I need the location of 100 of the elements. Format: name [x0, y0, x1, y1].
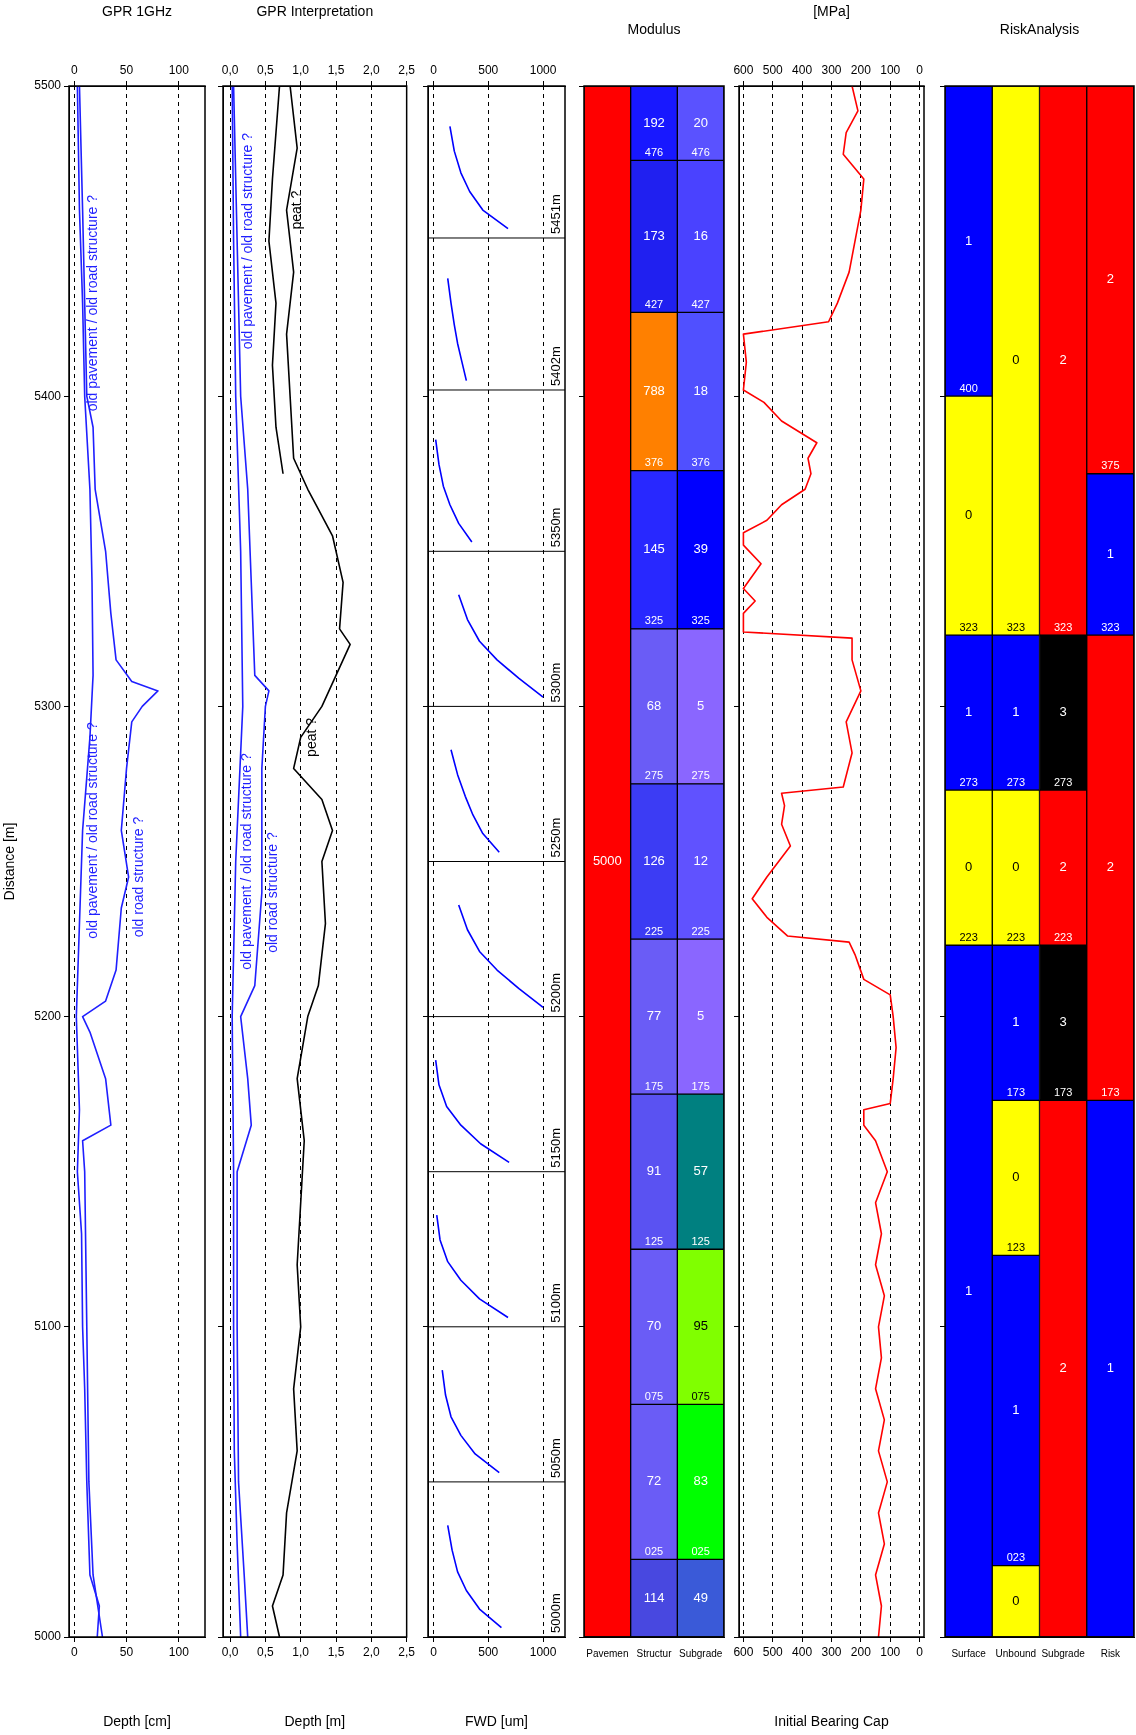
- annotation: 1: [965, 232, 973, 248]
- annotation: 223: [1053, 930, 1073, 943]
- ref-line-label: 5200m: [547, 972, 563, 1013]
- x-tick-label: 0: [916, 1644, 924, 1659]
- annotation: 788: [643, 383, 665, 399]
- x-tick-label: 200: [850, 1644, 872, 1659]
- x-tick-label: 1,0: [292, 1644, 310, 1659]
- annotation: 275: [644, 769, 664, 782]
- annotation: 5000: [592, 853, 622, 869]
- annotation: 223: [959, 930, 978, 943]
- annotation: 5: [697, 697, 705, 713]
- annotation: 3: [1059, 704, 1067, 720]
- x-tick-label: 0,0: [221, 1644, 239, 1659]
- annotation: 83: [693, 1473, 708, 1489]
- annotation: 173: [643, 228, 665, 244]
- x2-tick-label: 200: [850, 63, 872, 78]
- ref-line-label: 5050m: [547, 1438, 563, 1478]
- annotation: 20: [693, 114, 708, 130]
- x-tick-label: 1,5: [327, 1644, 345, 1659]
- annotation: 72: [646, 1473, 662, 1489]
- annotation: 325: [691, 614, 710, 627]
- x-tick-label: 2,0: [363, 1644, 380, 1659]
- annotation: 273: [1053, 775, 1073, 788]
- annotation: 323: [959, 620, 978, 633]
- annotation: 125: [644, 1234, 664, 1247]
- annotation: 1: [1106, 1360, 1114, 1376]
- annotation: 023: [1006, 1551, 1026, 1564]
- ref-line-label: 5150m: [547, 1127, 563, 1168]
- x2-tick-label: 0,5: [257, 63, 275, 78]
- x-tick-label: 500: [478, 1644, 499, 1659]
- ref-line-label: 5100m: [547, 1283, 563, 1323]
- annotation: 025: [644, 1544, 664, 1557]
- x-tick-label: 1000: [529, 1644, 557, 1659]
- annotation: 476: [644, 145, 664, 158]
- annotation: 18: [693, 383, 708, 399]
- annotation: 1: [1012, 1014, 1020, 1030]
- annotation: 173: [1053, 1085, 1073, 1098]
- annotation: 323: [1053, 620, 1073, 633]
- annotation: 273: [1006, 775, 1026, 788]
- annotation: 476: [691, 145, 710, 158]
- annotation: 114: [643, 1589, 665, 1605]
- x-tick-label: 500: [762, 1644, 784, 1659]
- x-axis-title: Depth [cm]: [103, 1713, 171, 1730]
- chart-title: RiskAnalysis: [999, 20, 1080, 37]
- annotation: old road structure ?: [263, 832, 280, 953]
- x-tick-label: Surface: [951, 1647, 987, 1659]
- ref-line-label: 5300m: [547, 662, 563, 703]
- y-tick-label: 5200: [34, 1008, 62, 1023]
- x-tick-label: Unbound: [995, 1647, 1037, 1659]
- annotation: 0: [965, 859, 973, 875]
- x2-axis-title: [MPa]: [813, 3, 850, 20]
- annotation: 2: [1106, 859, 1114, 875]
- annotation: 126: [643, 853, 665, 869]
- x2-tick-label: 0,0: [221, 63, 239, 78]
- annotation: old pavement / old road structure ?: [237, 753, 254, 970]
- x2-tick-label: 400: [792, 63, 813, 78]
- annotation: 400: [959, 381, 978, 394]
- annotation: 0: [1012, 352, 1020, 368]
- annotation: 49: [693, 1589, 708, 1605]
- annotation: 025: [691, 1544, 710, 1557]
- annotation: 70: [646, 1318, 662, 1334]
- annotation: 427: [691, 297, 710, 310]
- x-tick-label: 100: [880, 1644, 901, 1659]
- annotation: 12: [693, 853, 708, 869]
- annotation: 57: [693, 1163, 708, 1179]
- annotation: 075: [691, 1389, 710, 1402]
- x-tick-label: Subgrade: [678, 1647, 723, 1659]
- x2-axis-title: GPR Interpretation: [256, 3, 374, 20]
- annotation: 0: [1012, 1592, 1020, 1608]
- x-tick-label: 300: [821, 1644, 842, 1659]
- annotation: 5: [697, 1008, 705, 1024]
- x2-tick-label: 0: [430, 63, 438, 78]
- y-tick-label: 5000: [34, 1629, 62, 1644]
- annotation: 0: [1012, 859, 1020, 875]
- x-tick-label: 2,5: [398, 1644, 416, 1659]
- x2-tick-label: 1,0: [292, 63, 310, 78]
- x-tick-label: 600: [733, 1644, 754, 1659]
- annotation: 0: [965, 507, 973, 523]
- annotation: 91: [646, 1163, 662, 1179]
- x2-tick-label: 500: [478, 63, 499, 78]
- annotation: 2: [1059, 859, 1067, 875]
- x-axis-title: Initial Bearing Cap: [774, 1713, 889, 1730]
- annotation: 173: [1101, 1085, 1120, 1098]
- x-tick-label: Structur: [636, 1647, 673, 1659]
- annotation: 273: [959, 775, 978, 788]
- annotation: old pavement / old road structure ?: [84, 194, 101, 412]
- annotation: 39: [693, 541, 708, 557]
- x-tick-label: 100: [168, 1644, 190, 1659]
- x2-tick-label: 1,5: [327, 63, 345, 78]
- annotation: 325: [644, 614, 664, 627]
- annotation: old road structure ?: [130, 816, 147, 938]
- x-tick-label: 0: [430, 1644, 438, 1659]
- chart-title: Modulus: [627, 20, 681, 37]
- x2-tick-label: 2,0: [363, 63, 380, 78]
- y-tick-label: 5500: [34, 78, 62, 93]
- y-tick-label: 5100: [34, 1319, 62, 1334]
- annotation: 1: [1106, 545, 1114, 561]
- ref-line-label: 5402m: [547, 346, 563, 386]
- annotation: 175: [644, 1079, 664, 1092]
- x2-tick-label: 100: [880, 63, 901, 78]
